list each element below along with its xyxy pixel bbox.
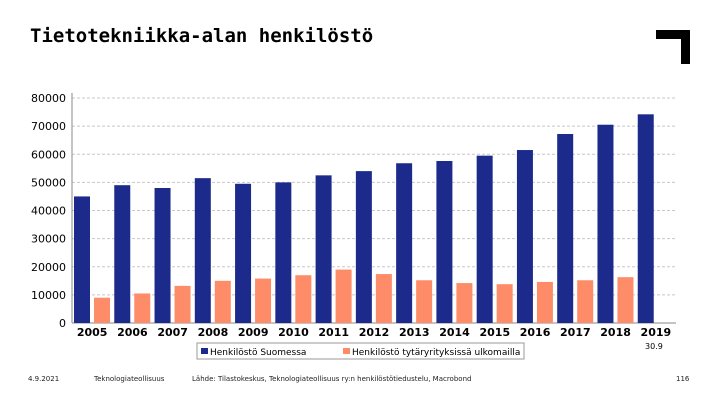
bar — [436, 161, 453, 323]
bar — [214, 280, 231, 323]
bar — [134, 293, 151, 323]
y-tick-label: 50000 — [31, 176, 66, 189]
x-tick-label: 2018 — [600, 326, 631, 339]
footer-date: 4.9.2021 — [28, 375, 60, 383]
x-tick-label: 2013 — [399, 326, 430, 339]
bar — [355, 171, 372, 323]
y-tick-label: 40000 — [31, 205, 66, 218]
legend: Henkilöstö Suomessa Henkilöstö tytäryrit… — [196, 342, 525, 360]
x-tick-label: 2016 — [520, 326, 551, 339]
page-title: Tietotekniikka-alan henkilöstö — [30, 25, 374, 47]
legend-label-foreign: Henkilöstö tytäryrityksissä ulkomailla — [352, 348, 520, 358]
bar — [275, 182, 292, 323]
bar — [577, 280, 594, 323]
x-tick-label: 2007 — [157, 326, 188, 339]
x-tick-label: 2017 — [560, 326, 591, 339]
bar — [557, 134, 574, 323]
bar — [194, 178, 211, 323]
bar — [476, 155, 493, 323]
brand-logo-icon — [656, 30, 690, 64]
y-tick-label: 60000 — [31, 148, 66, 161]
bar — [456, 283, 473, 323]
y-axis-ticks: 80000 70000 60000 50000 40000 30000 20000 10000… — [31, 92, 66, 330]
x-tick-label: 2010 — [278, 326, 309, 339]
bar — [617, 277, 634, 323]
bar — [637, 114, 654, 323]
bar — [174, 285, 191, 323]
bar — [295, 275, 312, 323]
x-tick-label: 2009 — [238, 326, 269, 339]
bars — [74, 114, 654, 323]
bar — [154, 188, 171, 323]
x-tick-label: 2005 — [77, 326, 108, 339]
y-tick-label: 0 — [59, 317, 66, 330]
legend-swatch-foreign — [343, 348, 350, 354]
bar — [536, 281, 553, 323]
gridlines — [71, 93, 676, 324]
bar — [235, 183, 252, 323]
bar — [315, 175, 332, 323]
footer-organization: Teknologiateollisuus — [94, 375, 165, 383]
bar — [496, 284, 513, 323]
chart-date-stamp: 30.9 — [645, 342, 663, 351]
x-tick-label: 2019 — [641, 326, 672, 339]
x-tick-label: 2006 — [117, 326, 148, 339]
bar — [255, 278, 272, 323]
y-tick-label: 30000 — [31, 233, 66, 246]
legend-label-domestic: Henkilöstö Suomessa — [210, 348, 306, 358]
legend-box — [196, 342, 525, 360]
bar — [516, 150, 533, 323]
bar — [597, 124, 614, 323]
legend-swatch-domestic — [201, 348, 208, 354]
x-axis-ticks: 2005 2006 2007 2008 2009 2010 2011 2012 2013 2014… — [77, 326, 671, 339]
bar — [396, 163, 413, 323]
x-tick-label: 2014 — [439, 326, 470, 339]
bar — [375, 274, 392, 323]
x-tick-label: 2008 — [198, 326, 229, 339]
bar — [114, 185, 131, 323]
y-tick-label: 80000 — [31, 92, 66, 105]
bar — [335, 269, 352, 323]
x-tick-label: 2012 — [359, 326, 390, 339]
page-number: 116 — [676, 375, 690, 383]
x-tick-label: 2015 — [479, 326, 510, 339]
y-tick-label: 10000 — [31, 289, 66, 302]
bar — [416, 280, 433, 323]
y-tick-label: 70000 — [31, 120, 66, 133]
footer-source: Lähde: Tilastokeskus, Teknologiateollisu… — [192, 375, 472, 383]
bar — [94, 297, 110, 323]
bar — [74, 196, 90, 323]
x-tick-label: 2011 — [318, 326, 349, 339]
y-tick-label: 20000 — [31, 261, 66, 274]
